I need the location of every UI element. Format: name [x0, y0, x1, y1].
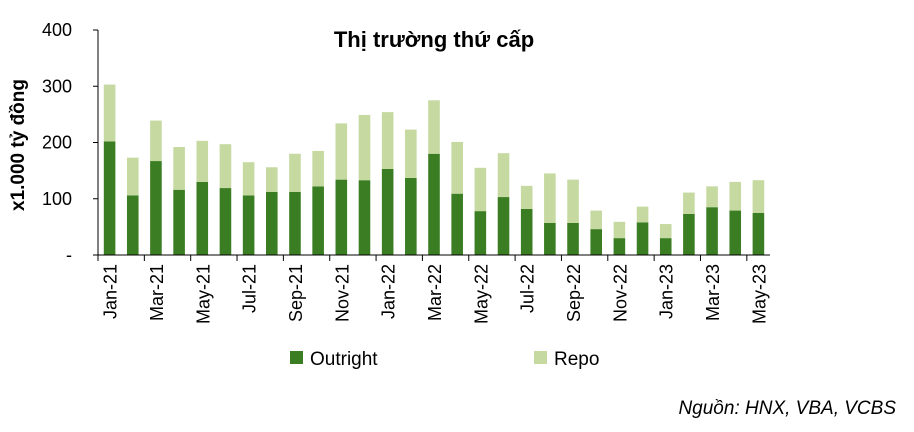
bar-outright — [242, 195, 255, 255]
bar-repo — [636, 206, 649, 223]
x-tick-label: Jul-21 — [240, 264, 260, 313]
bar-outright — [103, 141, 116, 255]
bar-repo — [196, 140, 209, 182]
legend-swatch-outright — [290, 351, 303, 364]
x-tick-label: May-22 — [471, 264, 491, 324]
bar-outright — [219, 188, 232, 255]
bar-repo — [520, 185, 533, 209]
bar-repo — [590, 210, 602, 230]
bar-outright — [196, 181, 209, 255]
bar-repo — [173, 147, 185, 190]
bar-repo — [497, 153, 510, 198]
y-tick-label: 200 — [42, 133, 72, 153]
bar-repo — [219, 144, 232, 189]
bar-outright — [683, 213, 695, 255]
x-tick-label: May-23 — [749, 264, 769, 324]
x-tick-label: Mar-21 — [147, 264, 167, 321]
bar-repo — [266, 167, 278, 192]
bar-repo — [544, 173, 556, 223]
legend-label-outright: Outright — [310, 349, 378, 370]
bar-repo — [752, 180, 765, 213]
bar-outright — [567, 222, 579, 255]
bar-repo — [706, 186, 718, 208]
bar-repo — [242, 162, 255, 196]
bar-outright — [613, 238, 626, 255]
bar-outright — [266, 192, 278, 255]
bar-repo — [289, 153, 301, 192]
x-tick-label: Mar-23 — [703, 264, 723, 321]
bar-outright — [752, 212, 765, 255]
x-tick-label: Sep-22 — [564, 264, 584, 322]
bar-repo — [405, 129, 417, 178]
bar-outright — [520, 208, 533, 255]
y-tick-label: 100 — [42, 189, 72, 209]
bar-repo — [126, 157, 139, 196]
bar-repo — [335, 123, 348, 180]
y-axis-label: x1.000 tỷ đồng — [8, 79, 29, 211]
x-tick-label: Sep-21 — [286, 264, 306, 322]
bar-outright — [312, 186, 324, 255]
bar-repo — [103, 84, 116, 142]
bar-outright — [451, 193, 463, 255]
bar-repo — [613, 221, 626, 239]
bar-repo — [683, 192, 695, 214]
x-tick-label: Jan-22 — [379, 264, 399, 319]
bar-repo — [567, 179, 579, 223]
bar-outright — [544, 222, 556, 255]
x-tick-label: Jul-22 — [518, 264, 538, 313]
bar-outright — [729, 210, 742, 255]
bar-repo — [428, 100, 440, 154]
bar-outright — [358, 180, 371, 255]
x-tick-label: Jan-23 — [657, 264, 677, 319]
bar-outright — [173, 189, 185, 255]
bar-outright — [126, 195, 139, 255]
bar-repo — [451, 141, 463, 194]
bar-repo — [729, 181, 742, 211]
bar-repo — [312, 150, 324, 187]
bar-repo — [659, 224, 672, 239]
y-tick-label: 400 — [42, 20, 72, 40]
bar-outright — [474, 211, 487, 255]
bar-repo — [381, 112, 394, 169]
y-tick-label: 300 — [42, 76, 72, 96]
x-tick-label: Nov-22 — [610, 264, 630, 322]
bar-repo — [474, 167, 487, 212]
legend-label-repo: Repo — [554, 349, 599, 370]
bar-outright — [381, 168, 394, 255]
x-tick-label: Jan-21 — [101, 264, 121, 319]
legend-swatch-repo — [534, 351, 547, 364]
x-tick-label: Mar-22 — [425, 264, 445, 321]
chart-title: Thị trường thứ cấp — [334, 27, 534, 52]
source-note: Nguồn: HNX, VBA, VCBS — [678, 398, 896, 419]
bar-outright — [636, 222, 649, 255]
bar-outright — [706, 207, 718, 255]
bar-outright — [335, 179, 348, 255]
y-tick-label: - — [66, 245, 72, 265]
bar-outright — [590, 229, 602, 255]
bar-repo — [358, 114, 371, 181]
bar-outright — [428, 153, 440, 255]
bar-repo — [150, 120, 162, 162]
x-tick-label: May-21 — [193, 264, 213, 324]
bar-outright — [659, 238, 672, 255]
bar-outright — [497, 197, 510, 255]
bar-outright — [289, 192, 301, 255]
bar-outright — [150, 161, 162, 255]
x-tick-label: Nov-21 — [332, 264, 352, 322]
bar-outright — [405, 177, 417, 255]
